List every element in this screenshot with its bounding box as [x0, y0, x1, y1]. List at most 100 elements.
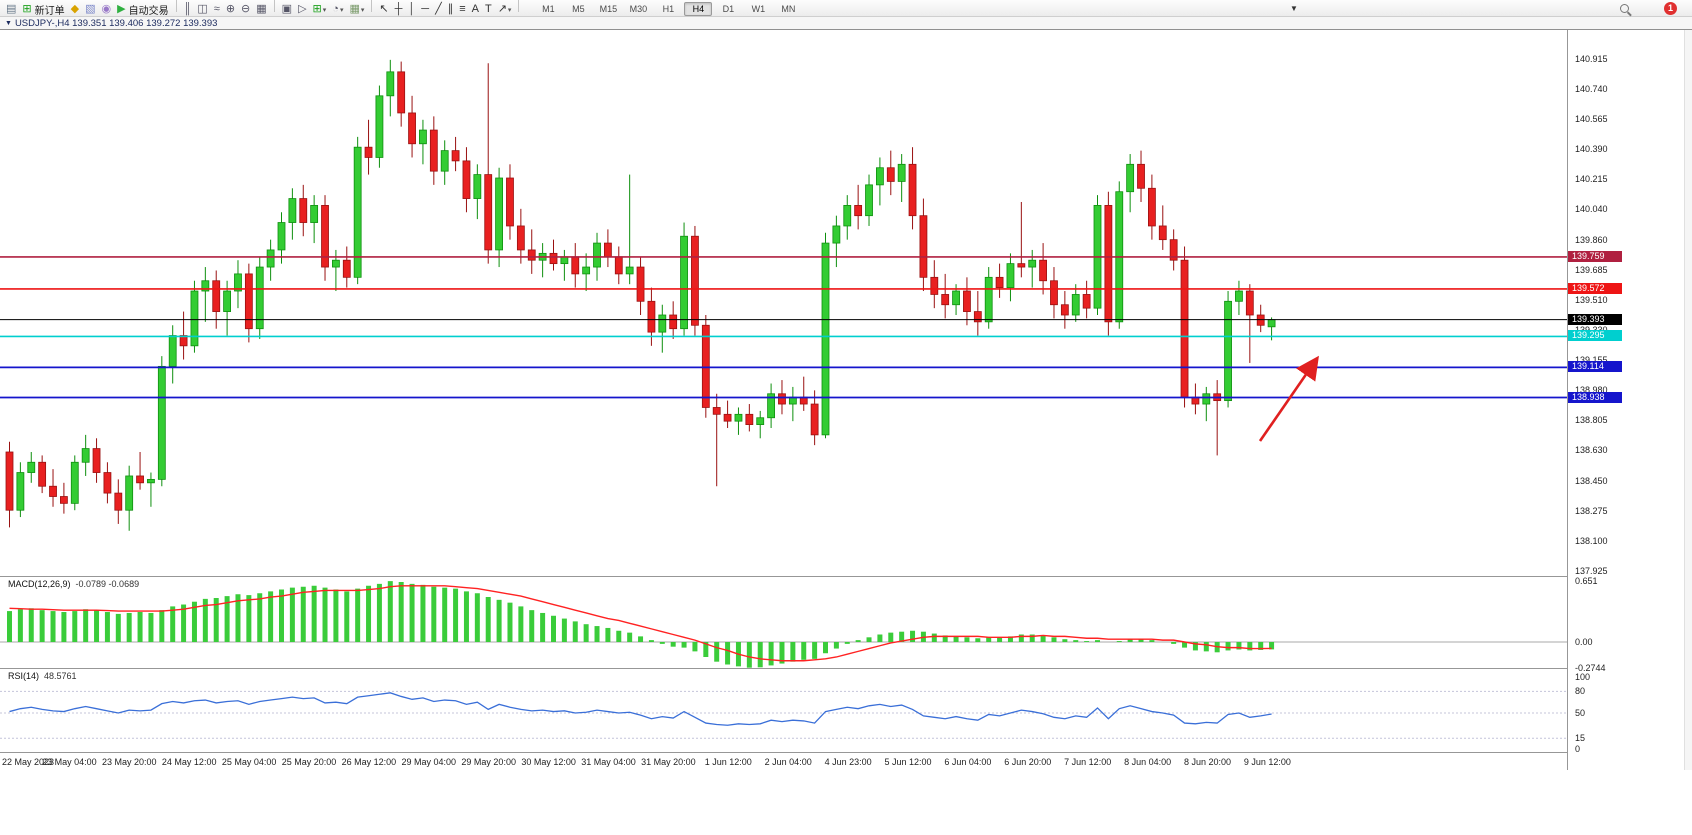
timeframe-m15[interactable]: M15 [599, 4, 618, 14]
line-chart-button[interactable]: ≈ [212, 2, 222, 17]
macd-chart[interactable] [0, 577, 1567, 668]
bear-candle [1137, 163, 1145, 189]
candlestick-chart[interactable] [0, 30, 1567, 576]
bear-candle [691, 235, 699, 326]
indicators-button[interactable]: ⊞ ▾ [311, 2, 329, 17]
rsi-tick-label: 15 [1575, 733, 1586, 744]
zoom-in-button[interactable]: ⊕ [224, 2, 237, 17]
search-icon[interactable] [1620, 4, 1629, 13]
cursor-icon: ↖ [379, 3, 389, 15]
timeframe-w1[interactable]: W1 [751, 4, 766, 14]
bull-candle [419, 129, 427, 145]
refresh-button[interactable]: ◉ [100, 2, 114, 17]
rsi-label: RSI(14) 48.5761 [8, 671, 77, 681]
bull-candle [952, 290, 960, 306]
bear-candle [342, 259, 351, 278]
text-button[interactable]: A [470, 2, 481, 17]
bar-chart-icon: ║ [183, 3, 192, 15]
panel-divider[interactable] [0, 576, 1625, 577]
dropdown-arrow-icon[interactable]: ▾ [322, 6, 327, 14]
autotrading-button[interactable]: ▶ 自动交易 [115, 2, 170, 17]
timeframe-h1[interactable]: H1 [662, 4, 675, 14]
right-scrollbar[interactable] [1684, 30, 1692, 770]
market-watch-button[interactable]: ◆ [69, 2, 81, 17]
refresh-icon: ◉ [101, 3, 112, 15]
bar-chart-button[interactable]: ║ [182, 2, 194, 17]
timeframe-m1[interactable]: M1 [542, 4, 555, 14]
bear-candle [49, 485, 57, 497]
bear-candle [1017, 263, 1026, 268]
price-tick-label: 140.040 [1575, 203, 1608, 214]
fibonacci-button[interactable]: ≡ [457, 2, 467, 17]
price-axis[interactable]: 140.915 140.740 140.565 140.390 140.215 140.0… [1568, 30, 1625, 770]
arrows-button[interactable]: ↗ ▾ [496, 2, 514, 17]
bull-candle [734, 413, 743, 422]
new-chart-button[interactable]: ▤ [4, 2, 18, 17]
zoom-out-button[interactable]: ⊖ [239, 2, 252, 17]
macd-tick-label: 0.651 [1575, 576, 1598, 586]
bear-candle [527, 249, 536, 261]
periods-button[interactable]: ◔ ▾ [330, 2, 345, 17]
timeframe-mn[interactable]: MN [781, 4, 796, 14]
bear-candle [963, 290, 971, 312]
notification-badge[interactable]: 1 [1664, 2, 1677, 15]
tile-windows-button[interactable]: ▦ [254, 2, 268, 17]
bear-candle [614, 256, 623, 275]
profiles-button[interactable]: ▧ [83, 2, 97, 17]
channel-button[interactable]: ∥ [446, 2, 456, 17]
bull-candle [1267, 319, 1276, 328]
bull-candle [865, 184, 873, 217]
text-label-button[interactable]: T [483, 2, 494, 17]
panel-divider[interactable] [0, 668, 1625, 669]
time-axis-label: 4 Jun 23:00 [824, 757, 872, 767]
bull-candle [625, 266, 634, 275]
text-label-icon: T [484, 3, 492, 15]
toolbar-overflow-chevron[interactable]: ▼ [1290, 4, 1298, 13]
price-tick-label: 138.275 [1575, 506, 1608, 517]
bear-candle [778, 393, 786, 405]
price-line-label: 139.114 [1568, 361, 1622, 373]
templates-button[interactable]: ▦ ▾ [347, 2, 366, 17]
candlestick-chart-button[interactable]: ◫ [195, 2, 209, 17]
bear-candle [462, 160, 471, 199]
timeframe-h4[interactable]: H4 [684, 2, 713, 16]
rsi-chart[interactable] [0, 669, 1567, 752]
crosshair-button[interactable]: ┼ [393, 2, 405, 17]
time-axis-label: 29 May 04:00 [401, 757, 457, 767]
bear-candle [669, 314, 678, 330]
toolbar-separator [518, 0, 520, 12]
dropdown-arrow-icon[interactable]: ▾ [507, 6, 512, 14]
timeframe-m5[interactable]: M5 [572, 4, 585, 14]
bull-candle [843, 205, 852, 227]
time-axis-label: 24 May 12:00 [161, 757, 217, 767]
bull-candle [767, 393, 775, 419]
timeframe-m30[interactable]: M30 [629, 4, 648, 14]
trend-arrow-annotation[interactable] [1258, 355, 1319, 442]
new-order-button[interactable]: ⊞ 新订单 [20, 2, 66, 17]
timeframe-d1[interactable]: D1 [722, 4, 735, 14]
collapse-arrow-icon[interactable]: ▼ [5, 19, 12, 27]
dropdown-arrow-icon[interactable]: ▾ [360, 6, 365, 14]
price-tick-label: 139.860 [1575, 234, 1608, 245]
time-axis-label: 25 May 20:00 [281, 757, 337, 767]
auto-arrange-button[interactable]: ▣ [280, 2, 294, 17]
chart-shift-button[interactable]: ▷ [296, 2, 308, 17]
price-tick-label: 140.215 [1575, 173, 1608, 184]
cursor-button[interactable]: ↖ [377, 2, 390, 17]
chart-area: MACD(12,26,9) -0.0789 -0.0689 RSI(14) 48.5… [0, 29, 1692, 770]
bear-candle [451, 150, 460, 162]
time-axis[interactable]: 22 May 2023 23 May 04:00 23 May 20:00 24 Ma… [0, 753, 1567, 770]
bear-candle [549, 252, 558, 265]
time-axis-label: 31 May 04:00 [581, 757, 636, 767]
horizontal-line-button[interactable]: ─ [419, 2, 431, 17]
bull-candle [984, 276, 993, 323]
bull-candle [876, 167, 884, 186]
trendline-button[interactable]: ╱ [433, 2, 444, 17]
dropdown-arrow-icon[interactable]: ▾ [339, 6, 344, 14]
price-tick-label: 140.740 [1575, 83, 1608, 94]
vertical-line-button[interactable]: │ [406, 2, 417, 17]
bear-candle [136, 475, 144, 484]
templates-icon: ▦ [349, 3, 360, 15]
autotrading-button-label: 自动交易 [128, 6, 169, 17]
bear-candle [571, 256, 580, 275]
